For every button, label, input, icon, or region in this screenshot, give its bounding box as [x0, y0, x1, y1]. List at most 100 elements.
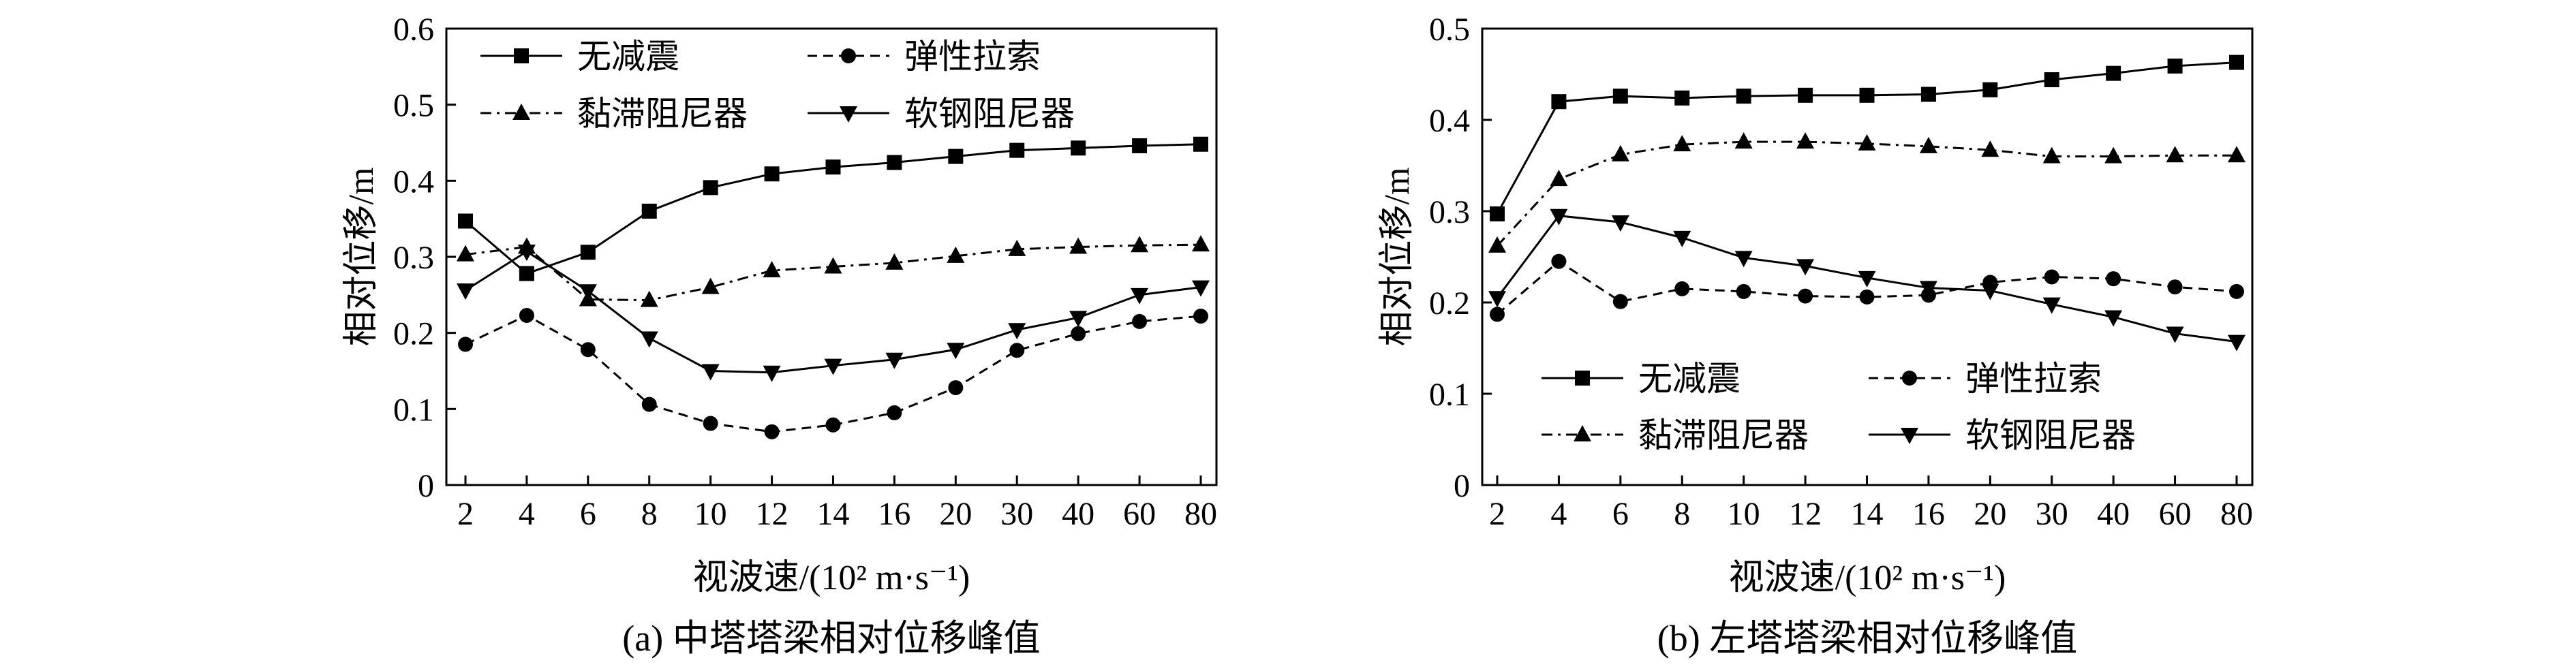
series-line	[1496, 140, 2237, 247]
data-point	[2229, 283, 2244, 299]
legend-entry: 弹性拉索	[1869, 360, 2102, 398]
chart-panel-b: 0 0.1 0.2 0.3 0.4 0.5 2 4 6 8 10 12 14 16 20 30 40 60 80 视波…	[1378, 12, 2254, 659]
series-4	[457, 245, 1210, 382]
y-axis-label: 相对位移/m	[342, 168, 381, 347]
legend-entry: 黏滞阻尼器	[1542, 416, 1809, 454]
y-tick-label: 0.4	[393, 163, 434, 200]
data-point	[764, 424, 780, 439]
legend-marker	[512, 104, 530, 120]
series-1	[458, 136, 1208, 281]
data-point	[519, 307, 534, 323]
data-point	[1612, 294, 1628, 309]
y-tick-label: 0.5	[393, 88, 434, 124]
data-point	[1736, 89, 1751, 104]
data-point	[2166, 146, 2184, 163]
data-point	[824, 358, 842, 375]
data-point	[2042, 297, 2061, 314]
legend-marker	[840, 106, 857, 123]
data-point	[1611, 144, 1629, 161]
data-point	[948, 149, 964, 164]
x-tick-label: 16	[1912, 496, 1945, 532]
data-point	[640, 331, 658, 348]
data-point	[2042, 146, 2061, 163]
data-point	[580, 342, 596, 358]
data-point	[519, 266, 534, 281]
data-point	[1132, 138, 1148, 153]
legend-entry: 无减震	[1542, 360, 1741, 398]
x-tick-label: 40	[1062, 496, 1094, 532]
series-3	[1488, 132, 2245, 253]
legend-label: 弹性拉索	[904, 37, 1041, 76]
data-point	[948, 380, 964, 396]
data-point	[1919, 281, 1937, 298]
x-tick-label: 14	[817, 496, 850, 532]
data-point	[579, 284, 597, 301]
data-point	[1069, 237, 1088, 254]
x-tick-label: 2	[457, 496, 474, 532]
y-tick-label: 0.1	[1429, 377, 1470, 413]
data-point	[2044, 269, 2059, 285]
y-tick-label: 0.5	[1429, 12, 1470, 48]
x-tick-label: 60	[1123, 496, 1156, 532]
data-point	[1982, 82, 1998, 97]
data-point	[825, 417, 841, 433]
data-point	[1798, 87, 1813, 103]
chart-panel-a: 0 0.1 0.2 0.3 0.4 0.5 0.6 2 4 6 8 10 12 14 16 20 30 40 60 8…	[342, 12, 1218, 659]
data-point	[703, 416, 718, 431]
data-point	[2167, 58, 2183, 74]
legend-entry: 软钢阻尼器	[808, 95, 1075, 133]
data-point	[1858, 270, 1876, 287]
data-point	[947, 246, 965, 263]
data-point	[1009, 142, 1025, 158]
data-point	[701, 277, 720, 294]
data-point	[1798, 288, 1813, 304]
y-tick-label: 0.4	[1429, 103, 1470, 139]
data-point	[1550, 208, 1568, 225]
y-tick-label: 0	[1454, 468, 1470, 504]
data-point	[825, 159, 841, 175]
data-point	[2228, 334, 2245, 352]
legend-label: 黏滞阻尼器	[1638, 416, 1809, 454]
data-point	[2106, 271, 2121, 287]
series-2	[1490, 253, 2244, 322]
x-axis-label: 视波速/(10² m·s⁻¹)	[693, 559, 970, 597]
data-point	[1490, 307, 1505, 322]
data-point	[2106, 65, 2121, 81]
data-point	[457, 283, 474, 300]
legend-marker	[514, 48, 529, 63]
data-point	[701, 364, 720, 381]
data-point	[1796, 259, 1815, 276]
data-point	[640, 290, 658, 307]
data-point	[764, 166, 780, 182]
x-tick-label: 8	[641, 496, 658, 532]
data-point	[763, 365, 781, 382]
legend-label: 软钢阻尼器	[1965, 416, 2136, 454]
x-tick-label: 30	[2036, 496, 2068, 532]
series-1	[1490, 54, 2244, 222]
data-point	[1611, 215, 1629, 232]
data-point	[580, 245, 596, 260]
data-point	[1488, 236, 1506, 253]
legend-entry: 黏滞阻尼器	[480, 95, 748, 133]
data-point	[1674, 90, 1690, 106]
data-point	[1858, 134, 1876, 151]
data-point	[824, 257, 842, 274]
x-tick-label: 80	[2220, 496, 2253, 532]
data-point	[1981, 140, 1999, 157]
data-point	[1009, 343, 1025, 358]
legend-entry: 软钢阻尼器	[1869, 416, 2136, 454]
data-point	[1673, 230, 1691, 247]
series-2	[458, 307, 1208, 439]
data-point	[1131, 287, 1149, 305]
data-point	[1674, 281, 1690, 296]
x-tick-label: 30	[1000, 496, 1033, 532]
x-tick-label: 12	[756, 496, 788, 532]
y-axis-label: 相对位移/m	[1378, 168, 1417, 347]
legend-marker	[1574, 425, 1591, 441]
x-tick-label: 4	[519, 496, 535, 532]
data-point	[1192, 235, 1210, 252]
data-point	[1488, 291, 1506, 308]
data-point	[458, 213, 473, 229]
